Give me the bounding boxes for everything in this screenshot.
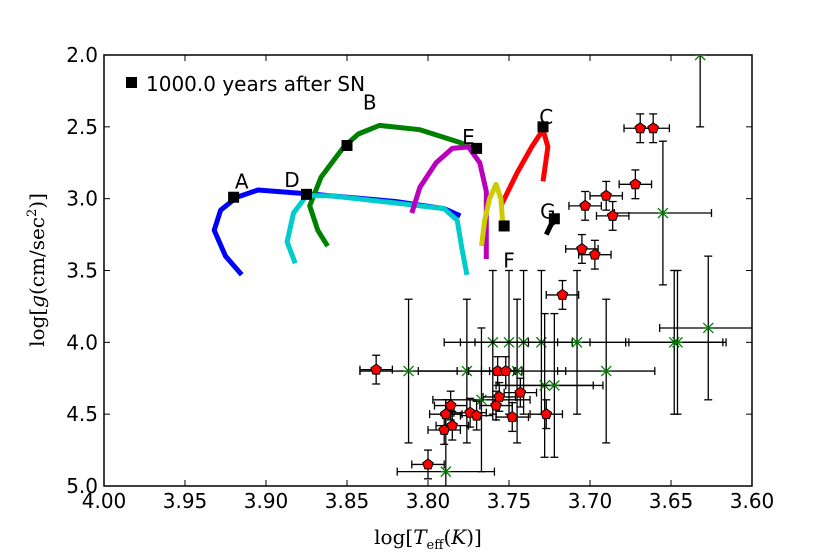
red-pentagon-point [540,408,553,420]
red-pentagon-point [556,288,569,300]
red-pentagon-point [606,209,619,221]
red-pentagon-point [440,408,452,420]
red-pentagon-point [647,122,659,134]
ticks-layer: 4.00 3.95 3.90 3.85 3.80 3.75 3.70 3.65 3.60 2.0 2… [66,43,774,513]
legend-label: 1000.0 years after SN [146,72,365,96]
track-g-marker [548,213,560,225]
red-pentagon-point [444,399,457,411]
x-tick-label: 3.85 [325,489,370,513]
track-d-line [284,193,470,276]
green-x-point [440,466,452,478]
green-x-point [403,365,415,377]
red-pentagon-point [629,178,642,190]
markers-layer: A B C D E F G [228,90,659,470]
track-a-label: A [235,169,249,193]
track-b-marker [341,140,353,152]
green-x-point [672,336,683,348]
track-e-marker [471,142,483,154]
red-pentagon-point [514,386,527,398]
y-tick-label: 3.5 [66,259,98,283]
x-tick-label: 3.80 [406,489,451,513]
green-x-point [548,379,560,391]
green-x-point [702,322,714,334]
track-f-label: F [503,248,515,272]
track-d-marker [301,188,312,200]
x-tick-label: 3.60 [730,489,775,513]
track-f-marker [498,220,510,232]
y-tick-label: 3.0 [66,187,98,211]
red-pentagon-point [470,409,483,421]
green-x-point [571,336,583,348]
red-pentagon-point [499,364,512,376]
green-x-stroke [699,55,706,61]
x-tick-label: 3.95 [163,489,208,513]
y-tick-label: 2.0 [66,43,98,67]
red-pentagon-point [490,399,502,411]
y-tick-label: 4.0 [66,330,98,354]
errorbars-layer [359,55,752,486]
x-tick-label: 3.90 [244,489,289,513]
red-pentagon-point [589,248,601,260]
track-c-label: C [539,105,553,129]
plot-area-frame [103,54,753,487]
track-c-line [498,127,551,207]
track-e-label: E [462,125,475,149]
x-tick-label: 3.75 [487,489,532,513]
y-tick-label: 5.0 [66,474,98,498]
red-pentagon-point [576,242,588,254]
legend-square-marker [126,77,137,88]
red-pentagon-point [600,189,612,201]
track-a-marker [228,191,240,203]
green-x-point [657,207,669,219]
red-pentagon-point [422,458,434,470]
red-pentagon-point [506,410,519,422]
red-pentagon-point [370,363,382,375]
green-x-stroke [694,55,702,61]
green-x-point [694,55,706,61]
track-g-label: G [540,200,556,224]
red-pentagon-point [446,419,459,431]
x-axis-label: log[Teff(K)] [374,525,482,553]
track-b-label: B [363,90,377,114]
legend: 1000.0 years after SN [126,72,365,96]
y-tick-label: 4.5 [66,402,98,426]
x-tick-label: 3.65 [649,489,694,513]
x-tick-label: 3.70 [568,489,613,513]
red-pentagon-point [579,199,591,211]
track-c-marker [537,121,549,133]
x-tick-label: 4.00 [82,489,127,513]
green-x-point [600,365,612,377]
red-pentagon-point [493,390,506,402]
y-tick-label: 2.5 [66,115,98,139]
y-axis-label: log[g(cm/sec2)] [25,193,49,347]
track-d-label: D [284,168,299,192]
track-f-line [479,181,505,247]
red-pentagon-point [634,122,647,134]
